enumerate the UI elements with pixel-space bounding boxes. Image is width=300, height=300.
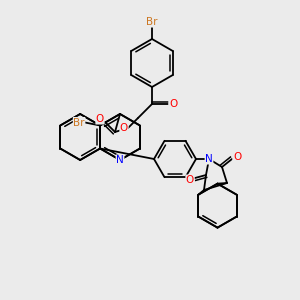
Text: O: O (96, 114, 104, 124)
Text: O: O (233, 152, 241, 162)
Text: O: O (169, 99, 177, 109)
Text: N: N (116, 155, 124, 165)
Text: O: O (120, 123, 128, 133)
Text: Br: Br (73, 118, 85, 128)
Text: Br: Br (146, 17, 158, 27)
Text: O: O (186, 175, 194, 185)
Text: N: N (205, 154, 213, 164)
